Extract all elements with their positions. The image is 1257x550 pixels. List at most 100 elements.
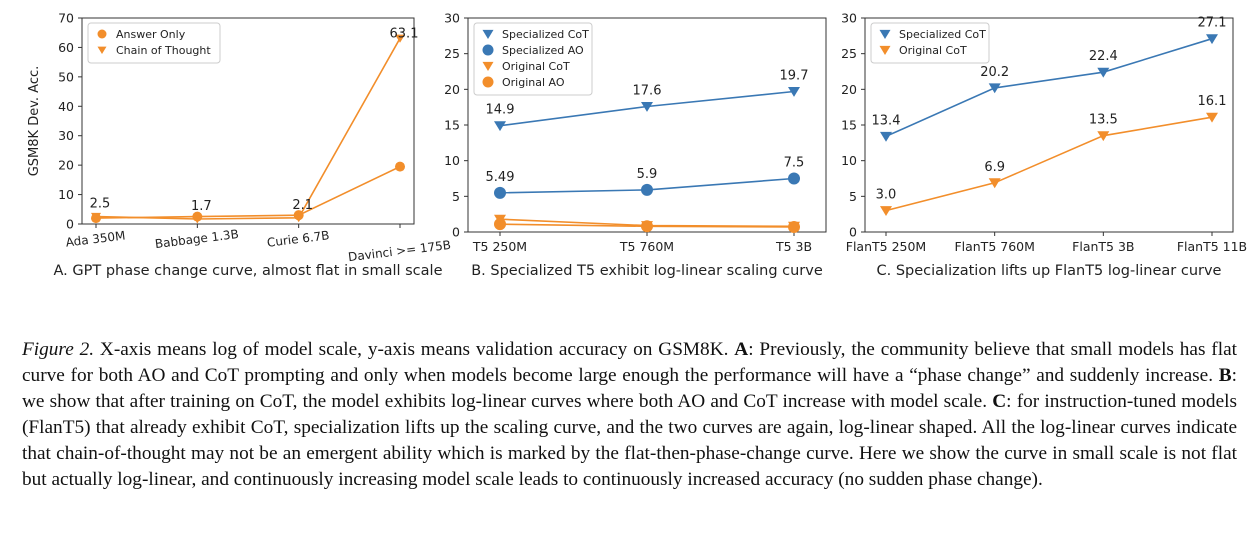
y-tick-label-c: 15 (841, 118, 857, 133)
legend-label-c: Original CoT (899, 44, 967, 57)
legend-marker-b (482, 61, 494, 71)
data-point-b-1 (641, 183, 653, 196)
caption-tag-a: A (734, 339, 749, 360)
data-label-b-1: 5.9 (637, 167, 658, 182)
data-point-b-0 (788, 87, 800, 97)
data-point-c-1 (1206, 112, 1218, 123)
caption-text-2: : Previously, the community believe that… (22, 339, 1238, 386)
legend-marker-c (879, 45, 891, 55)
data-label-c-1: 6.9 (984, 160, 1005, 175)
data-point-b-1 (494, 186, 506, 199)
data-label-c-0: 27.1 (1198, 16, 1227, 31)
data-point-b-0 (641, 102, 653, 112)
x-tick-label-b: T5 760M (619, 239, 674, 254)
data-point-b-0 (494, 121, 506, 132)
x-tick-label-c: FlanT5 250M (846, 239, 926, 254)
y-tick-label-b: 20 (444, 82, 460, 97)
series-line-a-0 (95, 165, 401, 219)
figure-caption: Figure 2. X-axis means log of model scal… (22, 337, 1237, 493)
y-tick-label-b: 10 (444, 153, 460, 168)
caption-text-1: X-axis means log of model scale, y-axis … (94, 339, 735, 360)
legend-box-c (870, 22, 990, 64)
x-tick-label-b: T5 250M (472, 239, 527, 254)
legend-box-b (473, 22, 593, 96)
y-tick-label-c: 5 (849, 189, 857, 204)
x-tick-label-a: Davinci >= 175B (347, 238, 451, 265)
data-point-c-0 (1206, 34, 1218, 45)
x-tick-label-a: Curie 6.7B (266, 228, 330, 250)
plot-frame-a (81, 17, 415, 225)
panel-subtitle-a: A. GPT phase change curve, almost flat i… (53, 263, 442, 279)
caption-text-3: : we show that after training on CoT, th… (22, 365, 1237, 412)
y-tick-label-a: 50 (58, 69, 74, 84)
legend-label-a: Chain of Thought (116, 44, 211, 57)
x-tick-label-c: FlanT5 3B (1072, 239, 1134, 254)
y-tick-label-b: 0 (452, 225, 460, 240)
caption-text-4: : for instruction-tuned models (FlanT5) … (22, 391, 1237, 490)
y-tick-label-a: 20 (58, 158, 74, 173)
data-label-a-1: 2.1 (292, 198, 313, 213)
legend-marker-c (879, 29, 891, 39)
legend-label-b: Original AO (502, 76, 565, 89)
legend-label-b: Original CoT (502, 60, 570, 73)
data-point-b-3 (788, 221, 800, 234)
y-tick-label-b: 25 (444, 46, 460, 61)
data-label-c-1: 16.1 (1198, 94, 1227, 109)
data-label-a-1: 2.5 (90, 197, 111, 212)
panel-subtitle-b: B. Specialized T5 exhibit log-linear sca… (471, 263, 823, 279)
y-tick-label-b: 5 (452, 189, 460, 204)
data-point-b-3 (494, 218, 506, 231)
y-tick-label-a: 60 (58, 40, 74, 55)
y-tick-label-c: 30 (841, 11, 857, 26)
legend-label-c: Specialized CoT (899, 28, 986, 41)
x-tick-label-c: FlanT5 11B (1177, 239, 1247, 254)
series-line-c-0 (885, 37, 1213, 138)
data-label-c-0: 22.4 (1089, 49, 1118, 64)
data-point-b-3 (641, 220, 653, 233)
data-label-c-0: 13.4 (872, 113, 901, 128)
legend-marker-b (482, 44, 494, 56)
data-point-a-1 (192, 215, 203, 224)
legend-label-b: Specialized CoT (502, 28, 589, 41)
data-label-b-1: 7.5 (784, 156, 805, 171)
data-point-c-0 (1097, 67, 1110, 78)
y-tick-label-a: 10 (58, 187, 74, 202)
data-point-a-0 (395, 161, 405, 172)
data-point-b-1 (788, 172, 800, 185)
data-point-c-0 (988, 83, 1001, 94)
data-label-b-0: 19.7 (780, 68, 809, 83)
data-label-c-1: 13.5 (1089, 113, 1118, 128)
y-tick-label-c: 20 (841, 82, 857, 97)
legend-label-a: Answer Only (116, 28, 186, 41)
y-tick-label-b: 15 (444, 118, 460, 133)
data-label-c-1: 3.0 (876, 188, 897, 203)
legend-marker-a (97, 29, 107, 39)
y-axis-label-a: GSM8K Dev. Acc. (27, 66, 42, 177)
data-point-a-1 (293, 214, 304, 223)
series-line-a-1 (95, 37, 401, 220)
caption-figure-label: Figure 2. (22, 339, 95, 360)
legend-marker-a (97, 46, 107, 54)
data-label-b-1: 5.49 (486, 170, 515, 185)
x-tick-label-a: Babbage 1.3B (154, 227, 239, 251)
x-tick-label-a: Ada 350M (65, 228, 126, 249)
x-tick-label-c: FlanT5 760M (954, 239, 1034, 254)
y-tick-label-a: 0 (66, 217, 74, 232)
series-line-c-1 (885, 116, 1213, 212)
y-tick-label-b: 30 (444, 11, 460, 26)
legend-box-a (87, 22, 221, 64)
y-tick-label-a: 40 (58, 99, 74, 114)
data-point-a-1 (91, 212, 101, 222)
data-label-b-0: 17.6 (633, 83, 662, 98)
caption-tag-c: C (992, 391, 1007, 412)
data-point-c-1 (988, 178, 1001, 189)
data-point-a-1 (395, 34, 405, 43)
legend-marker-b (482, 76, 494, 88)
data-point-c-0 (880, 131, 892, 142)
panel-subtitle-c: C. Specialization lifts up FlanT5 log-li… (877, 263, 1222, 279)
y-tick-label-c: 25 (841, 46, 857, 61)
legend-marker-b (482, 29, 494, 39)
y-tick-label-c: 10 (841, 153, 857, 168)
y-tick-label-a: 30 (58, 128, 74, 143)
